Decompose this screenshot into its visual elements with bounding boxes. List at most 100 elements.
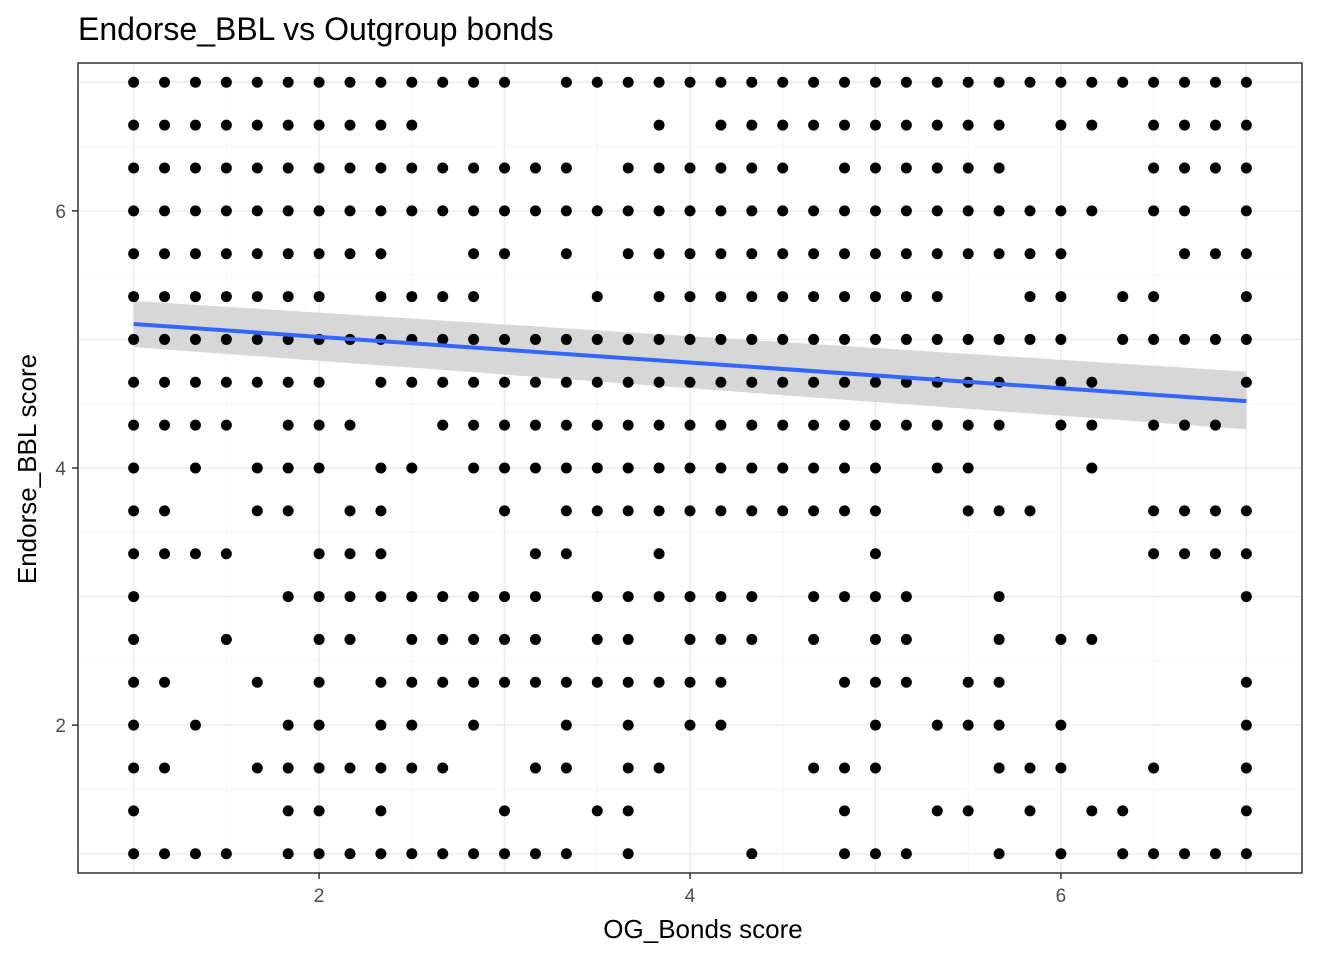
data-point (437, 205, 449, 217)
data-point (839, 848, 851, 860)
data-point (808, 462, 820, 474)
y-tick-label: 4 (55, 459, 66, 480)
data-point (591, 291, 603, 303)
data-point (499, 805, 511, 817)
data-point (591, 591, 603, 603)
data-point (1055, 76, 1067, 88)
data-point (220, 205, 232, 217)
data-point (282, 76, 294, 88)
data-point (1086, 76, 1098, 88)
data-point (869, 205, 881, 217)
data-point (344, 591, 356, 603)
data-point (560, 376, 572, 388)
data-point (499, 505, 511, 517)
data-point (437, 762, 449, 774)
data-point (468, 248, 480, 260)
data-point (1240, 333, 1252, 345)
data-point (869, 591, 881, 603)
data-point (1148, 119, 1160, 131)
data-point (189, 376, 201, 388)
data-point (189, 462, 201, 474)
data-point (220, 119, 232, 131)
data-point (1148, 419, 1160, 431)
data-point (622, 333, 634, 345)
data-point (1148, 205, 1160, 217)
data-point (251, 76, 263, 88)
data-point (900, 248, 912, 260)
data-point (746, 419, 758, 431)
data-point (468, 162, 480, 174)
data-point (684, 676, 696, 688)
data-point (746, 162, 758, 174)
data-point (282, 248, 294, 260)
data-point (344, 548, 356, 560)
data-point (931, 419, 943, 431)
data-point (499, 676, 511, 688)
data-point (251, 291, 263, 303)
data-point (1055, 119, 1067, 131)
data-point (1117, 291, 1129, 303)
data-point (653, 419, 665, 431)
data-point (128, 719, 140, 731)
data-point (1209, 119, 1221, 131)
data-point (1086, 419, 1098, 431)
data-point (375, 505, 387, 517)
data-point (931, 162, 943, 174)
data-point (159, 291, 171, 303)
data-point (839, 76, 851, 88)
data-point (406, 676, 418, 688)
data-point (962, 162, 974, 174)
data-point (622, 376, 634, 388)
data-point (591, 676, 603, 688)
data-point (251, 248, 263, 260)
data-point (282, 462, 294, 474)
data-point (189, 719, 201, 731)
data-point (313, 248, 325, 260)
data-point (715, 376, 727, 388)
data-point (128, 76, 140, 88)
data-point (900, 76, 912, 88)
data-point (406, 162, 418, 174)
data-point (529, 162, 541, 174)
data-point (684, 248, 696, 260)
data-point (839, 505, 851, 517)
data-point (1179, 119, 1191, 131)
data-point (128, 762, 140, 774)
data-point (993, 248, 1005, 260)
data-point (808, 248, 820, 260)
data-point (313, 591, 325, 603)
data-point (251, 462, 263, 474)
data-point (869, 676, 881, 688)
data-point (375, 805, 387, 817)
data-point (1148, 162, 1160, 174)
data-point (1240, 719, 1252, 731)
data-point (344, 505, 356, 517)
data-point (869, 548, 881, 560)
data-point (251, 119, 263, 131)
data-point (777, 376, 789, 388)
fit-line-group (133, 322, 1247, 404)
x-tick-label: 2 (314, 886, 325, 907)
data-point (251, 676, 263, 688)
data-point (1024, 762, 1036, 774)
data-point (622, 719, 634, 731)
data-point (962, 248, 974, 260)
data-point (900, 591, 912, 603)
data-point (282, 291, 294, 303)
data-point (684, 76, 696, 88)
data-point (406, 762, 418, 774)
data-point (808, 76, 820, 88)
data-point (560, 762, 572, 774)
data-point (1024, 333, 1036, 345)
data-point (869, 462, 881, 474)
data-point (591, 505, 603, 517)
data-point (1055, 762, 1067, 774)
data-point (777, 76, 789, 88)
data-point (931, 76, 943, 88)
data-point (468, 633, 480, 645)
data-point (715, 76, 727, 88)
data-point (715, 633, 727, 645)
data-point (313, 676, 325, 688)
data-point (375, 848, 387, 860)
data-point (282, 419, 294, 431)
